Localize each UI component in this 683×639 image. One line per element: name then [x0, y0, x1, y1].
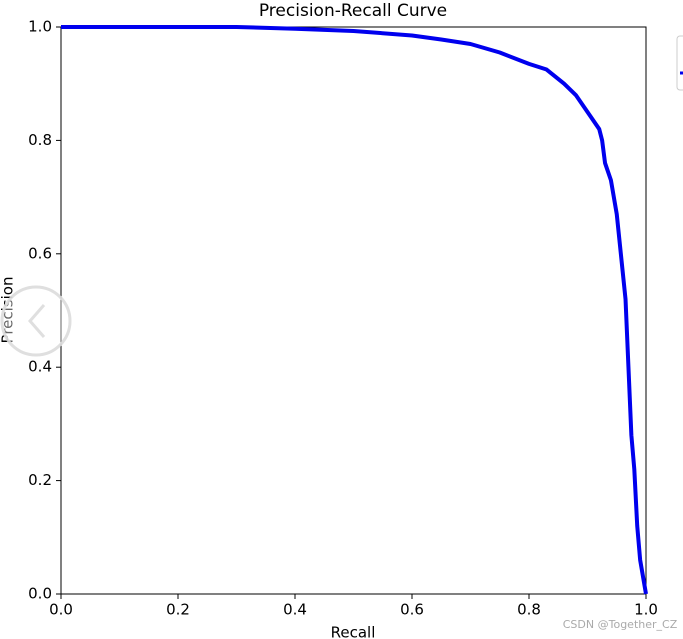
- x-tick-label: 0.8: [517, 601, 541, 619]
- x-tick-label: 0.2: [166, 601, 190, 619]
- legend-box: [676, 35, 683, 91]
- plot-frame: [60, 26, 647, 595]
- x-axis-label: Recall: [331, 624, 376, 639]
- pr-curve: [61, 25, 648, 595]
- watermark: CSDN @Together_CZ: [563, 618, 678, 631]
- y-tick-label: 0.8: [28, 131, 52, 149]
- x-tick-label: 0.0: [49, 601, 73, 619]
- back-arrow: [28, 304, 46, 338]
- x-tick-label: 0.4: [283, 601, 307, 619]
- y-axis-label: Precision: [0, 277, 17, 344]
- y-tick-label: 0.2: [28, 471, 52, 489]
- y-tick-label: 0.6: [28, 244, 52, 262]
- back-button[interactable]: [0, 285, 72, 357]
- x-tick-label: 1.0: [634, 601, 658, 619]
- y-tick-label: 1.0: [28, 18, 52, 36]
- y-tick-label: 0.0: [28, 585, 52, 603]
- chart-title: Precision-Recall Curve: [259, 1, 447, 21]
- x-tick-label: 0.6: [400, 601, 424, 619]
- y-tick-label: 0.4: [28, 358, 52, 376]
